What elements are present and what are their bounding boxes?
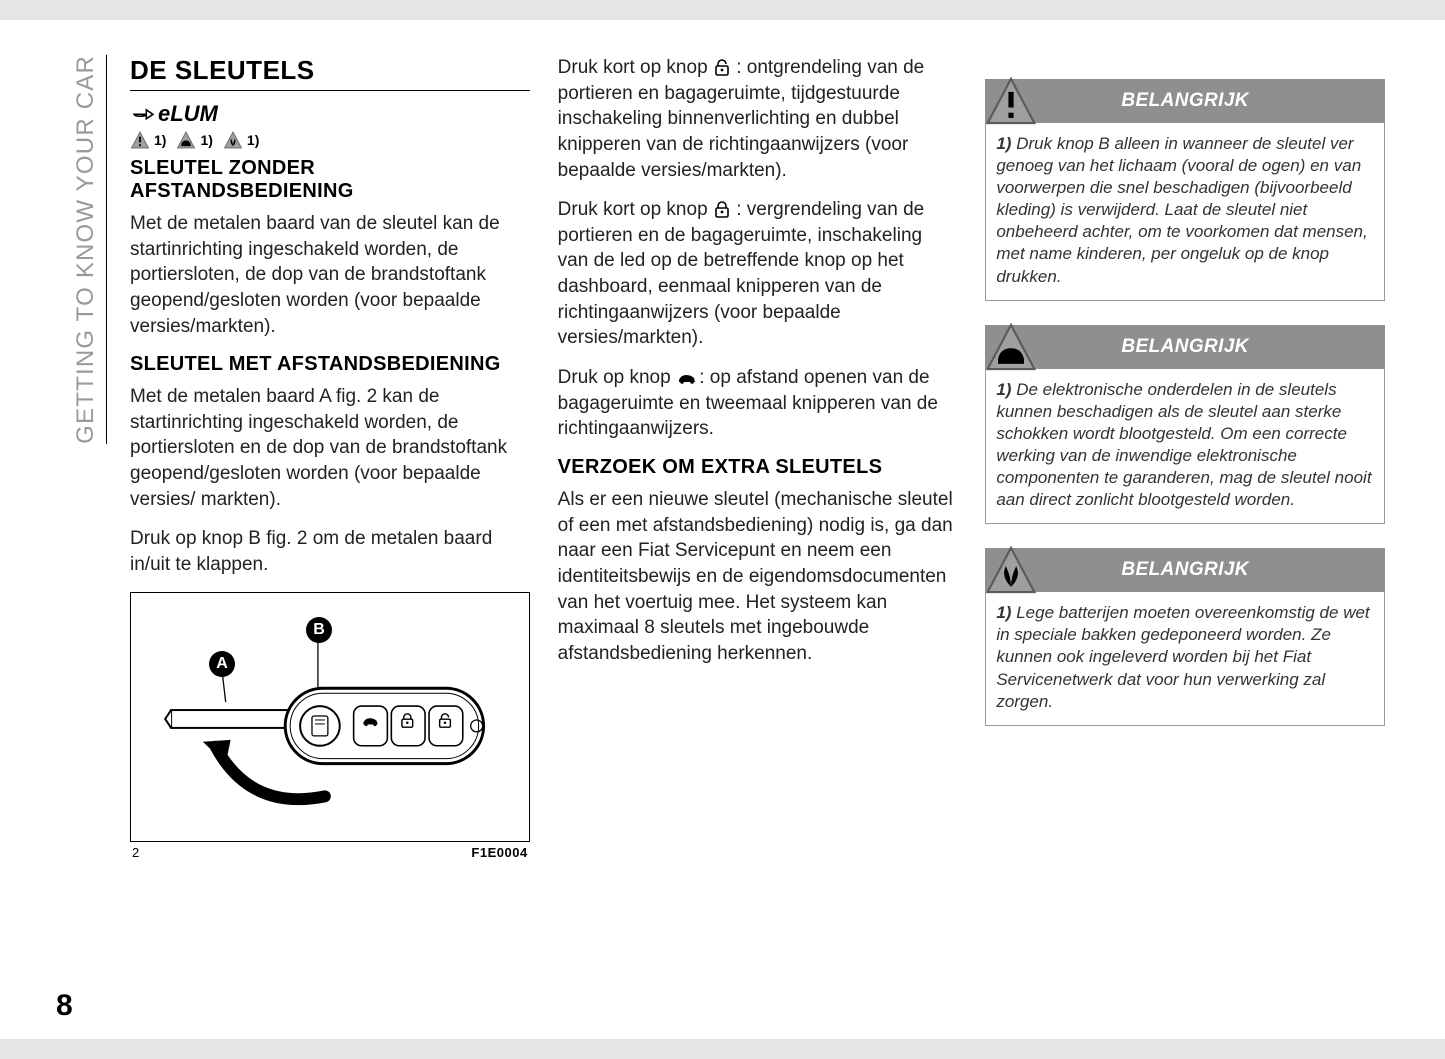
caution-icon	[985, 321, 1037, 373]
text-fragment: Druk kort op knop	[558, 57, 713, 78]
unlock-icon	[713, 58, 731, 76]
column-3: BELANGRIJK 1) Druk knop B alleen in wann…	[985, 55, 1385, 1014]
column-1: DE SLEUTELS eLUM 1) 1) 1) SLEUTEL ZONDER…	[130, 55, 530, 1014]
important-text: 1) Druk knop B alleen in wanneer de sleu…	[985, 123, 1385, 301]
elum-row: eLUM	[130, 101, 530, 127]
text-fragment: Druk op knop	[558, 367, 676, 388]
important-label: BELANGRIJK	[985, 336, 1385, 358]
lock-icon	[713, 200, 731, 218]
column-2: Druk kort op knop : ontgrendeling van de…	[558, 55, 958, 1014]
reference-icons: 1) 1) 1)	[130, 131, 530, 149]
warning-number: 1)	[996, 380, 1011, 399]
ref-num: 1)	[154, 132, 166, 148]
eco-icon	[223, 131, 243, 149]
important-block: BELANGRIJK 1) Druk knop B alleen in wann…	[985, 79, 1385, 301]
eco-icon	[985, 544, 1037, 596]
important-text: 1) Lege batterijen moeten overeenkomstig…	[985, 592, 1385, 725]
trunk-icon	[676, 368, 694, 386]
important-text: 1) De elektronische onderdelen in de sle…	[985, 369, 1385, 525]
paragraph: Druk kort op knop : ontgrendeling van de…	[558, 55, 958, 183]
paragraph: Met de metalen baard A fig. 2 kan de sta…	[130, 384, 530, 512]
warning-icon	[985, 75, 1037, 127]
figure-key: A B	[130, 592, 530, 842]
warning-text: De elektronische onderdelen in de sleute…	[996, 380, 1371, 509]
figure-code: F1E0004	[471, 845, 527, 860]
paragraph: Als er een nieuwe sleutel (mechanische s…	[558, 487, 958, 666]
warning-text: Lege batterijen moeten overeenkomstig de…	[996, 603, 1369, 710]
important-header: BELANGRIJK	[985, 79, 1385, 123]
page-number: 8	[56, 989, 73, 1023]
subheading: VERZOEK OM EXTRA SLEUTELS	[558, 456, 958, 479]
manual-page: GETTING TO KNOW YOUR CAR DE SLEUTELS eLU…	[0, 20, 1445, 1039]
hand-icon	[130, 101, 156, 127]
paragraph: Druk kort op knop : vergrendeling van de…	[558, 197, 958, 351]
subheading: SLEUTEL ZONDER AFSTANDSBEDIENING	[130, 157, 530, 203]
caution-icon	[176, 131, 196, 149]
content-columns: DE SLEUTELS eLUM 1) 1) 1) SLEUTEL ZONDER…	[130, 55, 1385, 1014]
figure-caption: 2 F1E0004	[130, 845, 530, 860]
section-tab: GETTING TO KNOW YOUR CAR	[72, 55, 107, 444]
figure-number: 2	[132, 845, 139, 860]
paragraph: Druk op knop : op afstand openen van de …	[558, 365, 958, 442]
ref-num: 1)	[247, 132, 259, 148]
page-title: DE SLEUTELS	[130, 55, 530, 91]
text-fragment: Druk kort op knop	[558, 199, 713, 220]
important-block: BELANGRIJK 1) De elektronische onderdele…	[985, 325, 1385, 525]
key-illustration	[131, 593, 529, 841]
elum-label: eLUM	[158, 101, 218, 127]
text-fragment: : vergrendeling van de portieren en de b…	[558, 199, 925, 348]
important-header: BELANGRIJK	[985, 325, 1385, 369]
warning-number: 1)	[996, 134, 1011, 153]
important-header: BELANGRIJK	[985, 548, 1385, 592]
paragraph: Druk op knop B fig. 2 om de metalen baar…	[130, 526, 530, 577]
warning-icon	[130, 131, 150, 149]
ref-num: 1)	[200, 132, 212, 148]
warning-number: 1)	[996, 603, 1011, 622]
subheading: SLEUTEL MET AFSTANDSBEDIENING	[130, 353, 530, 376]
important-label: BELANGRIJK	[985, 559, 1385, 581]
important-block: BELANGRIJK 1) Lege batterijen moeten ove…	[985, 548, 1385, 725]
important-label: BELANGRIJK	[985, 90, 1385, 112]
paragraph: Met de metalen baard van de sleutel kan …	[130, 211, 530, 339]
warning-text: Druk knop B alleen in wanneer de sleutel…	[996, 134, 1367, 286]
